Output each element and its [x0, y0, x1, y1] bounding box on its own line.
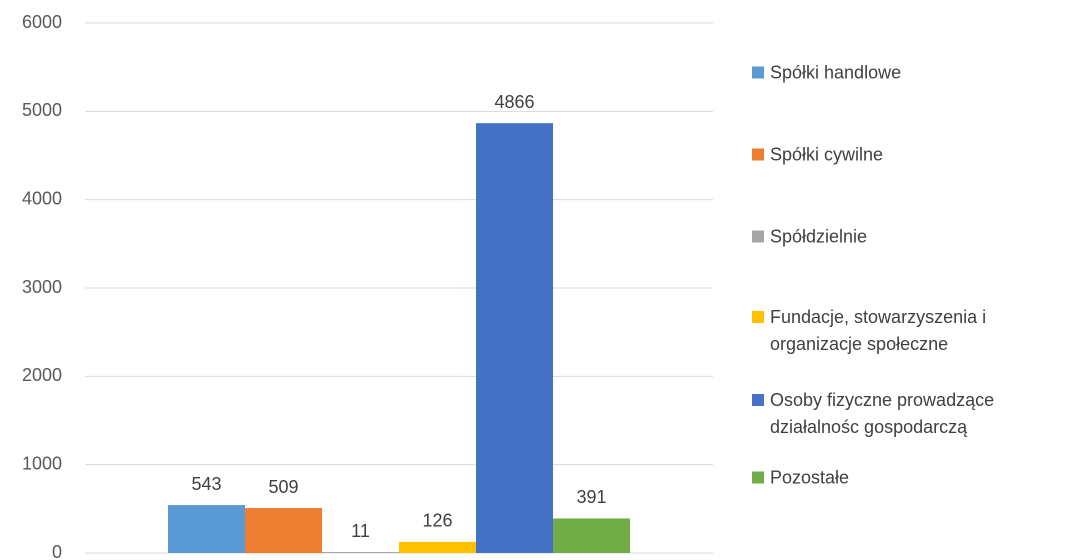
legend-item: Fundacje, stowarzyszenia i organizacje s…	[752, 304, 1072, 358]
legend-label: Spółdzielnie	[770, 226, 868, 247]
bar	[476, 123, 553, 554]
data-label: 126	[422, 511, 452, 531]
data-label: 543	[191, 474, 221, 494]
bar	[322, 552, 399, 553]
y-tick-label: 3000	[22, 277, 62, 297]
legend-item: Osoby fizyczne prowadzące działalnośc go…	[752, 387, 1072, 441]
legend-label: Spółki cywilne	[770, 144, 884, 165]
legend-swatch	[752, 66, 764, 79]
data-label: 4866	[494, 92, 534, 112]
legend-swatch	[752, 148, 764, 161]
bar	[245, 508, 322, 553]
y-tick-label: 4000	[22, 188, 62, 208]
legend-item: Spółdzielnie	[752, 224, 1072, 251]
legend-item: Spółki cywilne	[752, 142, 1072, 169]
y-tick-label: 1000	[22, 453, 62, 473]
bar	[553, 518, 630, 553]
y-tick-label: 6000	[22, 12, 62, 32]
data-label: 11	[351, 521, 370, 541]
legend-item: Spółki handlowe	[752, 60, 1072, 87]
legend-swatch	[752, 394, 764, 406]
legend-swatch	[752, 230, 764, 243]
y-tick-label: 0	[52, 542, 62, 560]
legend-item: Pozostałe	[752, 465, 1072, 492]
legend-label: Spółki handlowe	[770, 62, 902, 83]
y-tick-label: 2000	[22, 365, 62, 385]
y-tick-label: 5000	[22, 100, 62, 120]
bar	[399, 541, 476, 553]
data-label: 391	[576, 487, 606, 507]
bar	[168, 505, 245, 553]
legend-label: Pozostałe	[770, 467, 850, 488]
legend-swatch	[752, 471, 764, 484]
legend-label: Osoby fizyczne prowadzące działalnośc go…	[770, 390, 995, 437]
legend-swatch	[752, 311, 764, 323]
data-label: 509	[268, 477, 298, 497]
legend-label: Fundacje, stowarzyszenia i organizacje s…	[770, 307, 987, 354]
